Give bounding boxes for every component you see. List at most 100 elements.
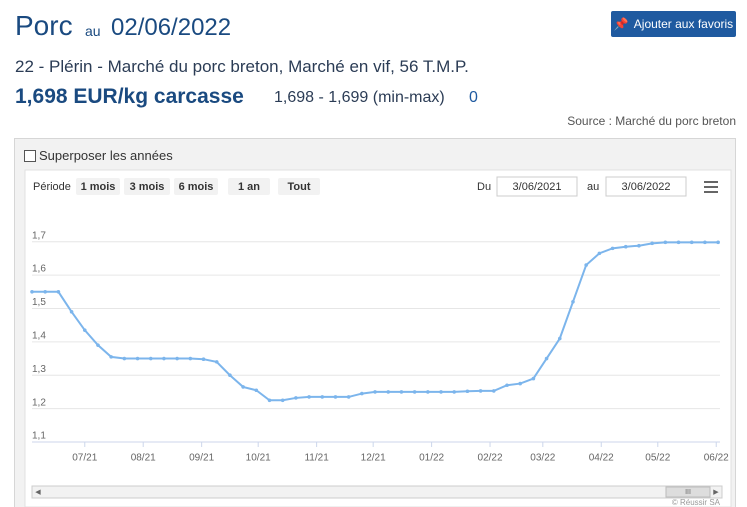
y-tick-label: 1,7: [32, 230, 46, 241]
point: [492, 389, 496, 393]
point: [676, 240, 681, 245]
point: [663, 240, 668, 245]
to-input[interactable]: [605, 176, 687, 197]
point: [307, 395, 311, 399]
price-change: 0: [469, 89, 478, 106]
x-tick-label: 07/21: [72, 453, 97, 464]
point: [320, 395, 325, 399]
point: [148, 356, 153, 361]
point: [689, 240, 694, 245]
y-tick-label: 1,6: [32, 264, 46, 275]
point: [96, 343, 100, 347]
point: [43, 289, 47, 294]
y-tick-label: 1,3: [32, 364, 46, 375]
to-label: au: [587, 181, 599, 193]
menu-icon[interactable]: [704, 181, 718, 193]
point: [241, 385, 245, 389]
credit: © Réussir SA: [672, 498, 721, 507]
point: [716, 240, 720, 245]
thumb-grip: III: [685, 489, 691, 496]
subtitle: 22 - Plérin - Marché du porc breton, Mar…: [15, 57, 469, 76]
period-button[interactable]: [174, 178, 218, 195]
point: [571, 299, 575, 304]
period-button[interactable]: [278, 178, 320, 195]
point: [135, 356, 140, 361]
point: [162, 356, 166, 361]
point: [399, 390, 404, 394]
point: [373, 390, 377, 394]
point: [333, 395, 338, 399]
point: [426, 390, 430, 394]
x-tick-label: 08/21: [131, 453, 156, 464]
point: [69, 310, 74, 314]
point: [465, 389, 470, 394]
point: [505, 383, 509, 388]
point: [360, 391, 364, 396]
x-tick-label: 05/22: [645, 453, 670, 464]
x-tick-label: 12/21: [361, 453, 386, 464]
y-tick-label: 1,5: [32, 297, 46, 308]
period-button-label: 3 mois: [130, 181, 165, 193]
title-au: au: [85, 23, 101, 39]
period-label: Période: [33, 181, 71, 193]
point: [452, 390, 457, 394]
point: [544, 356, 549, 361]
point: [188, 356, 193, 361]
x-tick-label: 10/21: [246, 453, 271, 464]
overlay-checkbox[interactable]: [24, 150, 36, 162]
point: [254, 388, 259, 393]
favorite-button[interactable]: 📌 Ajouter aux favoris: [611, 11, 736, 37]
point: [623, 244, 628, 249]
x-tick-label: 06/22: [704, 453, 729, 464]
period-button-label: 1 an: [238, 181, 260, 193]
y-tick-label: 1,2: [32, 397, 46, 408]
point: [650, 241, 654, 246]
point: [703, 240, 707, 245]
scrollbar[interactable]: [31, 485, 723, 499]
point: [228, 373, 232, 378]
period-button[interactable]: [76, 178, 120, 195]
overlay-label: Superposer les années: [39, 148, 173, 163]
point: [478, 389, 483, 393]
from-value: 3/06/2021: [513, 181, 562, 193]
point: [267, 398, 272, 403]
point: [610, 246, 615, 251]
from-label: Du: [477, 181, 491, 193]
x-tick-label: 11/21: [304, 453, 329, 464]
period-button[interactable]: [124, 178, 170, 195]
point: [637, 243, 641, 248]
point: [412, 390, 417, 394]
x-tick-label: 09/21: [189, 453, 214, 464]
from-input[interactable]: [496, 176, 578, 197]
period-button-label: 6 mois: [179, 181, 214, 193]
point: [280, 398, 285, 403]
pin-icon: 📌: [613, 17, 629, 31]
point: [109, 355, 113, 359]
point: [122, 356, 127, 361]
price-main: 1,698 EUR/kg carcasse: [15, 85, 244, 108]
source: Source : Marché du porc breton: [567, 114, 736, 128]
favorite-label: Ajouter aux favoris: [633, 17, 734, 31]
title: Porc: [15, 10, 73, 41]
x-tick-label: 01/22: [419, 453, 444, 464]
period-button[interactable]: [228, 178, 270, 195]
point: [214, 360, 219, 364]
scroll-right[interactable]: ▶: [713, 489, 719, 496]
scroll-left[interactable]: ◀: [35, 489, 41, 496]
title-date: 02/06/2022: [111, 14, 232, 41]
y-tick-label: 1,1: [32, 431, 46, 442]
point: [597, 251, 602, 256]
point: [294, 396, 298, 400]
x-tick-label: 02/22: [478, 453, 503, 464]
point: [346, 395, 351, 399]
chart-area: [24, 169, 732, 507]
point: [439, 390, 443, 394]
point: [175, 356, 179, 361]
point: [518, 381, 522, 386]
period-button-label: 1 mois: [81, 181, 116, 193]
period-button-label: Tout: [287, 181, 310, 193]
point: [531, 376, 536, 381]
scrollbar-thumb[interactable]: [665, 486, 711, 498]
